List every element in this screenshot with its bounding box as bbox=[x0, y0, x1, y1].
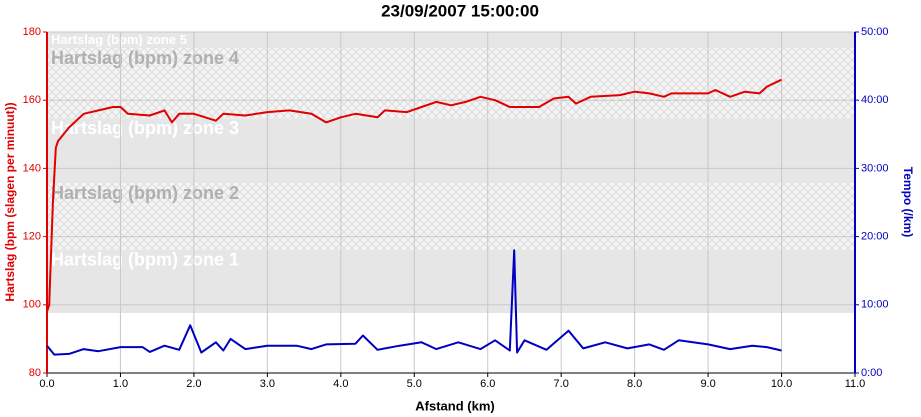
zone-label: Hartslag (bpm) zone 5 bbox=[51, 32, 187, 47]
x-tick-label: 6.0 bbox=[480, 378, 495, 390]
x-tick-label: 10.0 bbox=[771, 378, 792, 390]
zone-label: Hartslag (bpm) zone 2 bbox=[51, 183, 239, 203]
zone-band bbox=[47, 249, 855, 313]
x-tick-label: 2.0 bbox=[186, 378, 201, 390]
zone-band bbox=[47, 183, 855, 250]
x-axis-label: Afstand (km) bbox=[415, 398, 494, 413]
x-tick-label: 5.0 bbox=[407, 378, 422, 390]
y-tick-label: 160 bbox=[23, 94, 41, 106]
x-tick-label: 9.0 bbox=[700, 378, 715, 390]
zone-label: Hartslag (bpm) zone 1 bbox=[51, 250, 239, 270]
y2-tick-label: 20:00 bbox=[861, 231, 889, 243]
x-tick-label: 1.0 bbox=[113, 378, 128, 390]
y-tick-label: 140 bbox=[23, 162, 41, 174]
y2-tick-label: 10:00 bbox=[861, 299, 889, 311]
x-tick-label: 7.0 bbox=[554, 378, 569, 390]
x-tick-label: 4.0 bbox=[333, 378, 348, 390]
y-tick-label: 180 bbox=[23, 26, 41, 38]
x-tick-label: 0.0 bbox=[39, 378, 54, 390]
y-tick-label: 120 bbox=[23, 231, 41, 243]
y2-axis-label: Tempo (/km) bbox=[901, 167, 915, 237]
x-tick-label: 3.0 bbox=[260, 378, 275, 390]
zone-label: Hartslag (bpm) zone 4 bbox=[51, 48, 239, 68]
y-tick-label: 80 bbox=[29, 367, 41, 379]
y-tick-label: 100 bbox=[23, 299, 41, 311]
y2-tick-label: 0:00 bbox=[861, 367, 882, 379]
series-line bbox=[46, 78, 782, 312]
zone-label: Hartslag (bpm) zone 3 bbox=[51, 118, 239, 138]
x-tick-label: 11.0 bbox=[845, 378, 866, 390]
series-line bbox=[46, 249, 782, 356]
y2-tick-label: 40:00 bbox=[861, 94, 889, 106]
x-tick-label: 8.0 bbox=[627, 378, 642, 390]
zone-band bbox=[47, 118, 855, 184]
y2-tick-label: 50:00 bbox=[861, 26, 889, 38]
chart-title: 23/09/2007 15:00:00 bbox=[381, 1, 539, 20]
zone-band bbox=[47, 48, 855, 119]
zone-band bbox=[47, 32, 855, 49]
y2-tick-label: 30:00 bbox=[861, 162, 889, 174]
y-axis-label: Hartslag (bpm (slagen per minuut)) bbox=[3, 102, 17, 301]
